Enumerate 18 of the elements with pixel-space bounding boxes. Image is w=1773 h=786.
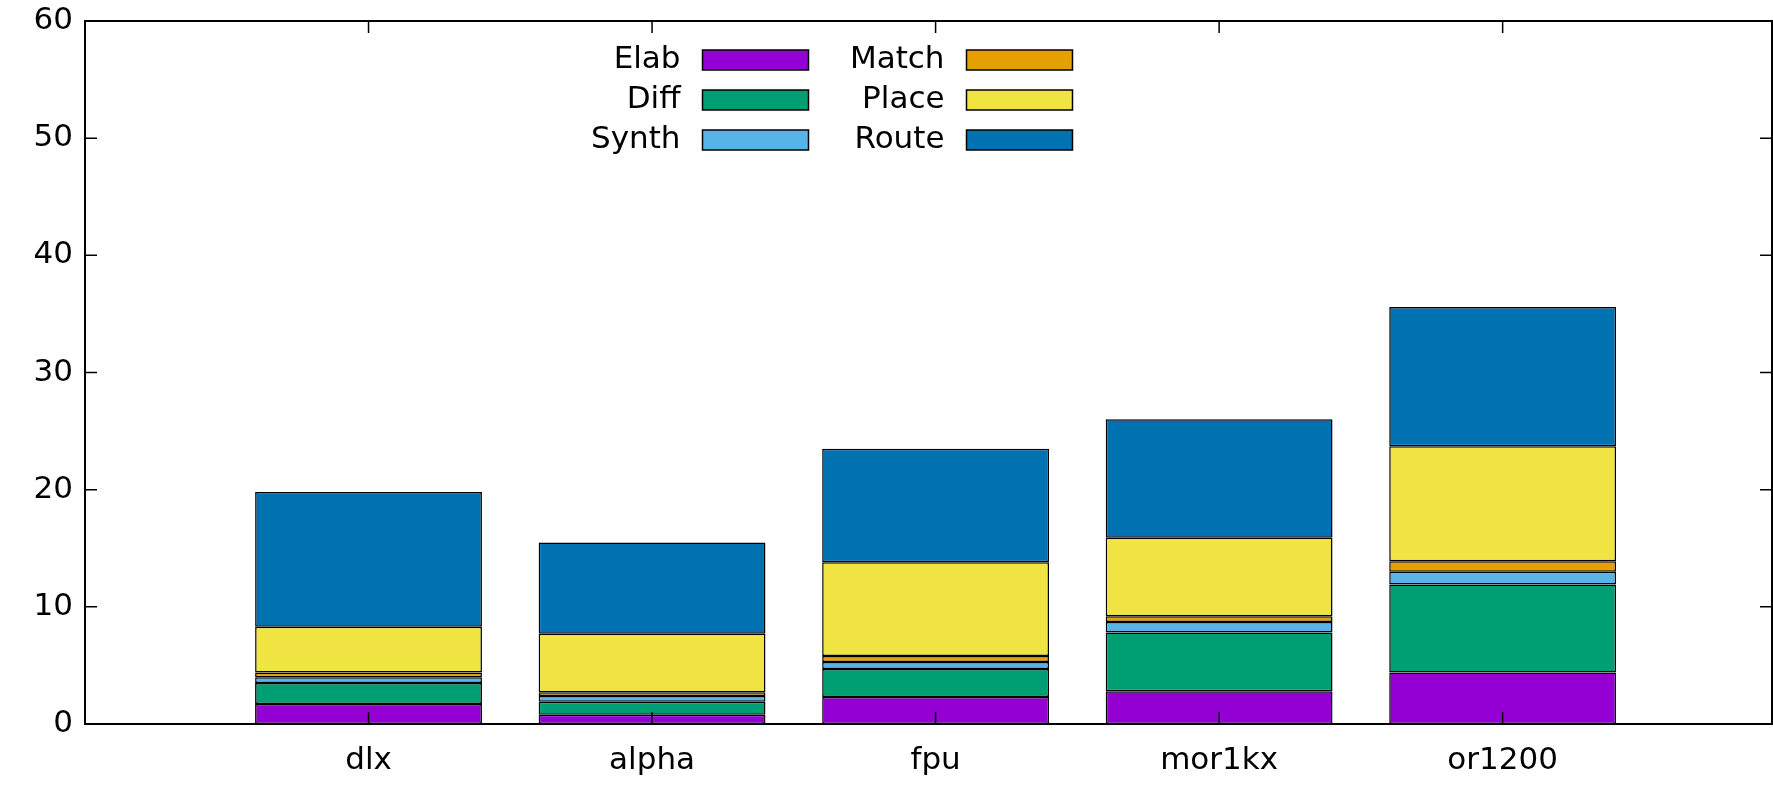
y-tick-label: 40: [33, 234, 73, 271]
y-tick-label: 30: [33, 351, 73, 388]
y-tick-label: 0: [53, 703, 73, 740]
y-tick-label: 20: [33, 468, 73, 505]
y-tick-label: 10: [33, 585, 73, 622]
y-tick-label: 60: [33, 0, 73, 37]
x-tick-label: dlx: [345, 739, 392, 776]
x-tick-label: or1200: [1447, 739, 1558, 776]
y-tick-label: 50: [33, 117, 73, 154]
legend-label: Route: [854, 119, 945, 156]
x-tick-label: fpu: [910, 739, 961, 776]
legend-label: Elab: [613, 39, 681, 76]
x-tick-label: mor1kx: [1160, 739, 1279, 776]
x-tick-label: alpha: [609, 739, 696, 776]
legend-label: Synth: [591, 119, 681, 156]
legend-label: Diff: [626, 79, 682, 116]
legend-label: Match: [849, 39, 945, 76]
legend-label: Place: [862, 79, 945, 116]
